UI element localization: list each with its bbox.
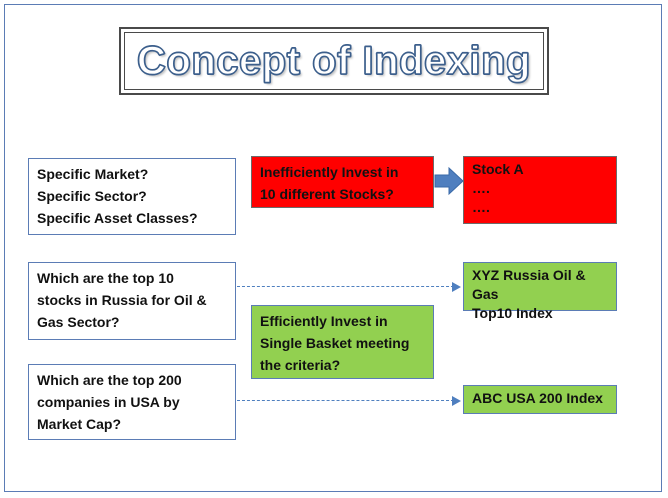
box-line: Specific Sector? xyxy=(37,188,147,204)
box-line: stocks in Russia for Oil & xyxy=(37,292,207,308)
box-line: Inefficiently Invest in xyxy=(260,164,399,180)
dashed-connector xyxy=(237,286,454,287)
box-line: Specific Asset Classes? xyxy=(37,210,198,226)
box-line: Stock A xyxy=(472,161,524,177)
box-line: XYZ Russia Oil & Gas xyxy=(472,267,586,302)
market-questions-box: Specific Market? Specific Sector? Specif… xyxy=(28,158,236,235)
box-line: Gas Sector? xyxy=(37,314,120,330)
usa-index-box: ABC USA 200 Index xyxy=(463,385,617,414)
box-line: ABC USA 200 Index xyxy=(472,390,603,406)
box-line: Single Basket meeting xyxy=(260,335,410,351)
box-line: Efficiently Invest in xyxy=(260,313,388,329)
box-line: Top10 Index xyxy=(472,305,553,321)
box-line: …. xyxy=(472,180,490,196)
efficient-box: Efficiently Invest in Single Basket meet… xyxy=(251,305,434,379)
russia-index-box: XYZ Russia Oil & Gas Top10 Index xyxy=(463,262,617,321)
russia-question-box: Which are the top 10 stocks in Russia fo… xyxy=(28,262,236,340)
arrowhead-icon xyxy=(452,282,461,292)
usa-question-box: Which are the top 200 companies in USA b… xyxy=(28,364,236,440)
arrowhead-icon xyxy=(452,396,461,406)
box-line: Specific Market? xyxy=(37,166,149,182)
block-arrow-icon xyxy=(434,166,464,196)
dashed-connector xyxy=(237,400,454,401)
box-line: companies in USA by xyxy=(37,394,180,410)
slide-frame xyxy=(4,4,662,492)
inefficient-box: Inefficiently Invest in 10 different Sto… xyxy=(251,156,434,208)
box-line: 10 different Stocks? xyxy=(260,186,394,202)
box-line: …. xyxy=(472,199,490,215)
box-line: the criteria? xyxy=(260,357,341,373)
title-box: Concept of Indexing xyxy=(119,27,549,95)
box-line: Which are the top 10 xyxy=(37,270,174,286)
box-line: Which are the top 200 xyxy=(37,372,182,388)
box-line: Market Cap? xyxy=(37,416,122,432)
slide-title: Concept of Indexing xyxy=(136,38,531,83)
stocks-box: Stock A …. …. xyxy=(463,156,617,224)
